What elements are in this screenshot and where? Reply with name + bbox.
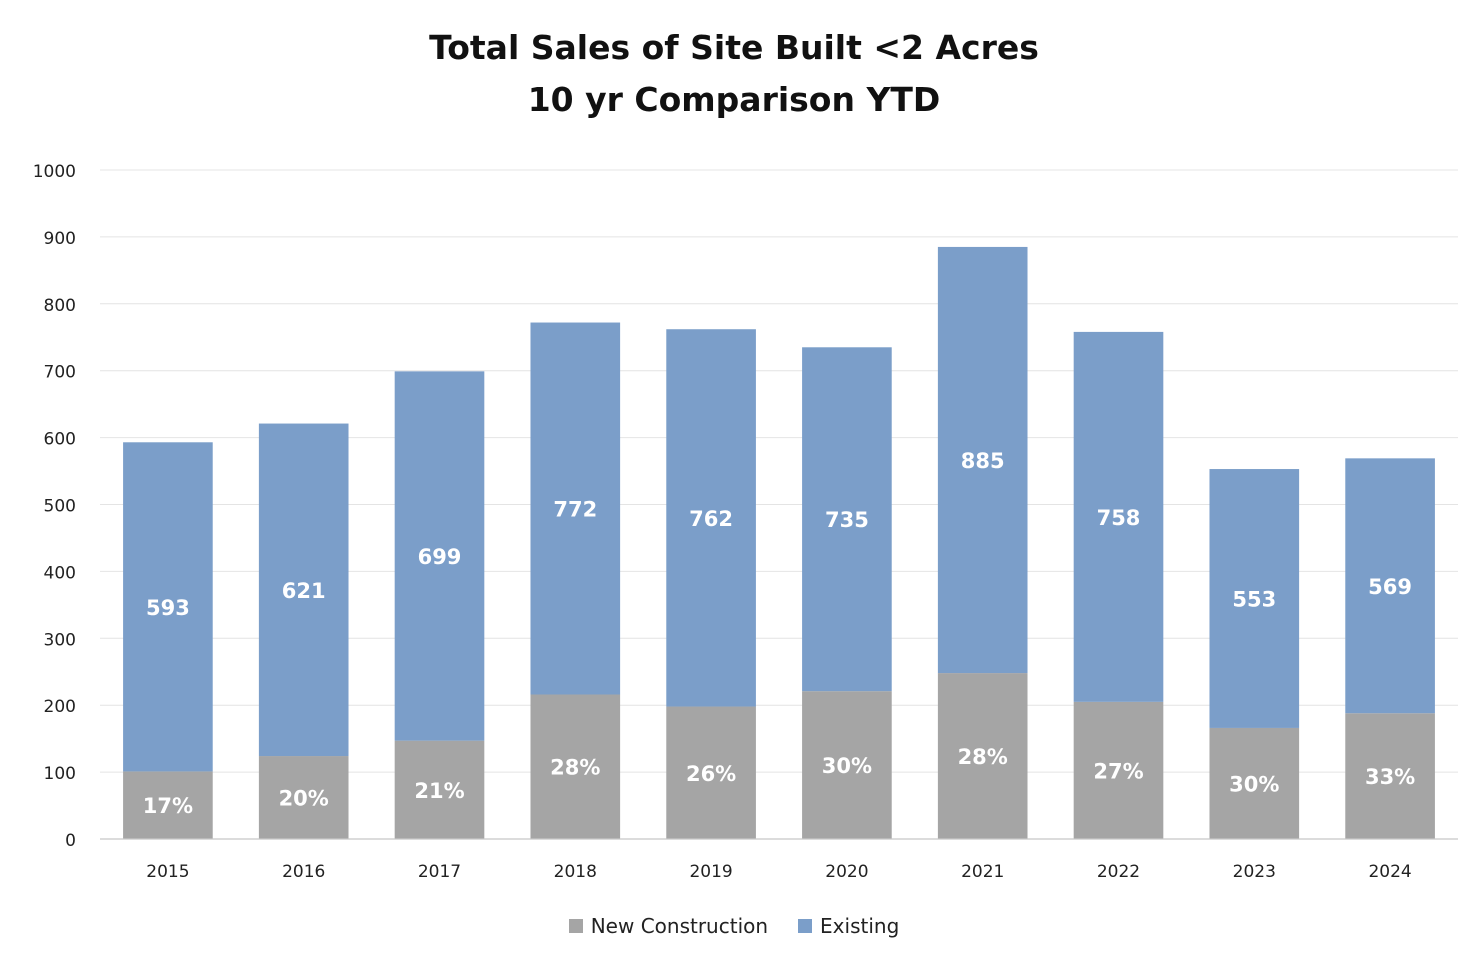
legend-label-existing: Existing [820,914,900,938]
y-tick-label: 300 [44,630,76,650]
chart-title: Total Sales of Site Built <2 Acres 10 yr… [0,22,1468,126]
bar-new-construction [1209,727,1300,839]
bar-existing [123,442,213,772]
y-tick-label: 100 [44,764,76,784]
data-label-existing: 569 [1368,575,1412,599]
chart-title-line1: Total Sales of Site Built <2 Acres [429,28,1039,67]
bar-existing [1073,331,1164,702]
legend-item-existing: Existing [798,914,899,938]
bar-new-construction [394,740,485,839]
x-tick-label: 2023 [1233,862,1276,882]
bar-existing [937,246,1028,674]
bar-existing [666,329,756,707]
y-tick-label: 700 [44,363,76,383]
y-tick-label: 200 [44,697,76,717]
legend-label-new-construction: New Construction [590,914,769,938]
y-tick-label: 500 [44,497,76,517]
data-label-new-construction: 20% [279,787,329,811]
data-label-existing: 885 [961,449,1005,473]
x-tick-label: 2018 [554,862,597,882]
data-label-existing: 735 [825,508,869,532]
data-label-new-construction: 28% [958,745,1008,769]
x-tick-label: 2021 [961,862,1004,882]
y-tick-label: 600 [44,430,76,450]
data-label-new-construction: 33% [1365,765,1415,789]
data-label-existing: 699 [418,545,462,569]
x-tick-label: 2022 [1097,862,1140,882]
bar-new-construction [666,706,756,839]
data-label-new-construction: 30% [822,754,872,778]
y-tick-label: 1000 [33,162,76,182]
data-label-new-construction: 21% [414,779,464,803]
data-label-new-construction: 27% [1093,759,1143,783]
data-label-existing: 758 [1097,506,1141,530]
x-tick-label: 2019 [689,862,732,882]
bar-new-construction [258,756,349,839]
bar-new-construction [802,691,892,839]
bar-new-construction [530,694,621,839]
data-label-existing: 553 [1232,587,1276,611]
bar-existing [258,423,349,757]
x-tick-label: 2017 [418,862,461,882]
bar-new-construction [123,771,213,839]
y-tick-label: 800 [44,296,76,316]
bar-new-construction [1345,713,1435,839]
legend-item-new-construction: New Construction [568,914,769,938]
x-tick-label: 2020 [825,862,868,882]
bar-existing [530,322,621,695]
data-label-existing: 772 [553,498,597,522]
bar-existing [1345,458,1435,714]
y-tick-label: 0 [65,831,76,851]
bar-existing [802,347,892,692]
y-tick-label: 400 [44,563,76,583]
y-tick-label: 900 [44,229,76,249]
bar-new-construction [937,673,1028,839]
legend-swatch-existing [798,919,813,933]
bar-existing [394,371,485,741]
data-label-new-construction: 28% [550,756,600,780]
data-label-existing: 621 [282,579,326,603]
x-tick-label: 2016 [282,862,325,882]
data-label-new-construction: 17% [143,794,193,818]
bar-new-construction [1073,701,1164,839]
chart-subtitle: 10 yr Comparison YTD [527,80,941,119]
x-tick-label: 2024 [1368,862,1411,882]
legend-swatch-new-construction [568,919,583,933]
bar-existing [1209,469,1300,728]
x-tick-label: 2015 [146,862,189,882]
data-label-existing: 762 [689,507,733,531]
data-label-existing: 593 [146,596,190,620]
legend: New Construction Existing [0,914,1468,938]
data-label-new-construction: 30% [1229,772,1279,796]
data-label-new-construction: 26% [686,762,736,786]
plot-area: 0 100 200 300 400 500 600 700 800 900 1000 17% 593 20… [33,162,1458,882]
